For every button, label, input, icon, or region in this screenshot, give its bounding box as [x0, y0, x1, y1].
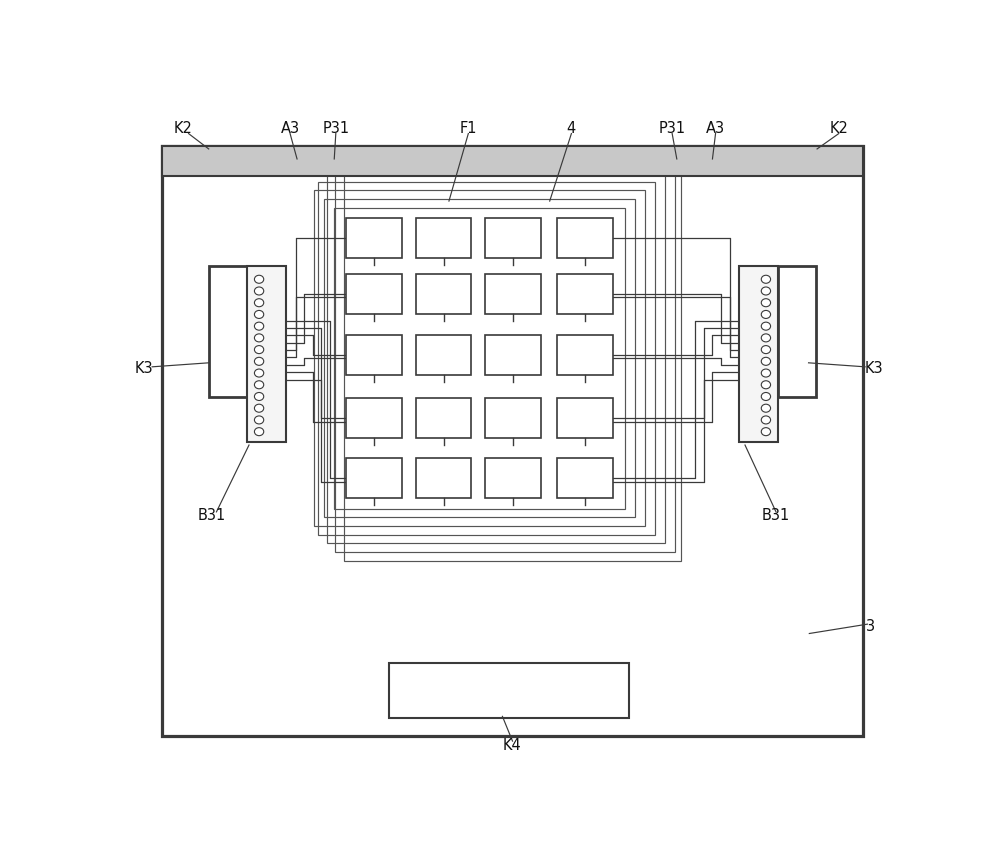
- Circle shape: [254, 345, 264, 353]
- Bar: [335, 164, 675, 552]
- Text: K2: K2: [174, 122, 193, 136]
- Bar: [346, 398, 402, 438]
- Circle shape: [254, 275, 264, 283]
- Bar: [324, 199, 635, 517]
- Circle shape: [761, 334, 771, 342]
- Circle shape: [254, 299, 264, 306]
- Circle shape: [254, 392, 264, 400]
- Circle shape: [254, 311, 264, 319]
- Bar: [388, 663, 629, 718]
- Circle shape: [254, 416, 264, 424]
- Text: K2: K2: [829, 122, 848, 136]
- Bar: [485, 218, 541, 258]
- Bar: [557, 458, 613, 498]
- Bar: [162, 147, 863, 175]
- Text: B31: B31: [762, 508, 790, 523]
- Text: P31: P31: [659, 122, 686, 136]
- Circle shape: [254, 358, 264, 365]
- Bar: [346, 458, 402, 498]
- Bar: [485, 458, 541, 498]
- Bar: [247, 266, 286, 442]
- Bar: [557, 218, 613, 258]
- Text: F1: F1: [460, 122, 477, 136]
- Bar: [416, 398, 471, 438]
- Circle shape: [254, 381, 264, 389]
- Bar: [326, 173, 665, 543]
- Circle shape: [761, 369, 771, 377]
- Bar: [334, 207, 625, 509]
- Text: K3: K3: [864, 361, 883, 376]
- Bar: [485, 274, 541, 314]
- Text: A3: A3: [706, 122, 725, 136]
- Text: K3: K3: [134, 361, 153, 376]
- Bar: [314, 190, 645, 526]
- Bar: [557, 335, 613, 375]
- Text: A3: A3: [281, 122, 300, 136]
- Text: 4: 4: [567, 122, 576, 136]
- Bar: [416, 458, 471, 498]
- Bar: [416, 218, 471, 258]
- Circle shape: [761, 287, 771, 295]
- Circle shape: [761, 275, 771, 283]
- Bar: [416, 335, 471, 375]
- Circle shape: [761, 416, 771, 424]
- Circle shape: [761, 345, 771, 353]
- Bar: [209, 266, 247, 397]
- Text: P31: P31: [322, 122, 349, 136]
- Circle shape: [761, 428, 771, 436]
- Bar: [485, 398, 541, 438]
- Circle shape: [761, 392, 771, 400]
- Circle shape: [761, 299, 771, 306]
- Circle shape: [254, 334, 264, 342]
- Bar: [739, 266, 778, 442]
- Circle shape: [254, 322, 264, 330]
- Bar: [346, 335, 402, 375]
- Text: 3: 3: [866, 619, 875, 635]
- Bar: [557, 398, 613, 438]
- Bar: [162, 147, 863, 736]
- Bar: [485, 335, 541, 375]
- Circle shape: [254, 369, 264, 377]
- Circle shape: [254, 287, 264, 295]
- Circle shape: [761, 322, 771, 330]
- Circle shape: [761, 404, 771, 412]
- Bar: [344, 155, 681, 561]
- Circle shape: [254, 428, 264, 436]
- Circle shape: [761, 358, 771, 365]
- Circle shape: [254, 404, 264, 412]
- Bar: [778, 266, 816, 397]
- Text: K4: K4: [503, 739, 522, 753]
- Text: B31: B31: [198, 508, 226, 523]
- Bar: [346, 274, 402, 314]
- Bar: [346, 218, 402, 258]
- Bar: [557, 274, 613, 314]
- Circle shape: [761, 381, 771, 389]
- Bar: [318, 181, 655, 535]
- Circle shape: [761, 311, 771, 319]
- Bar: [416, 274, 471, 314]
